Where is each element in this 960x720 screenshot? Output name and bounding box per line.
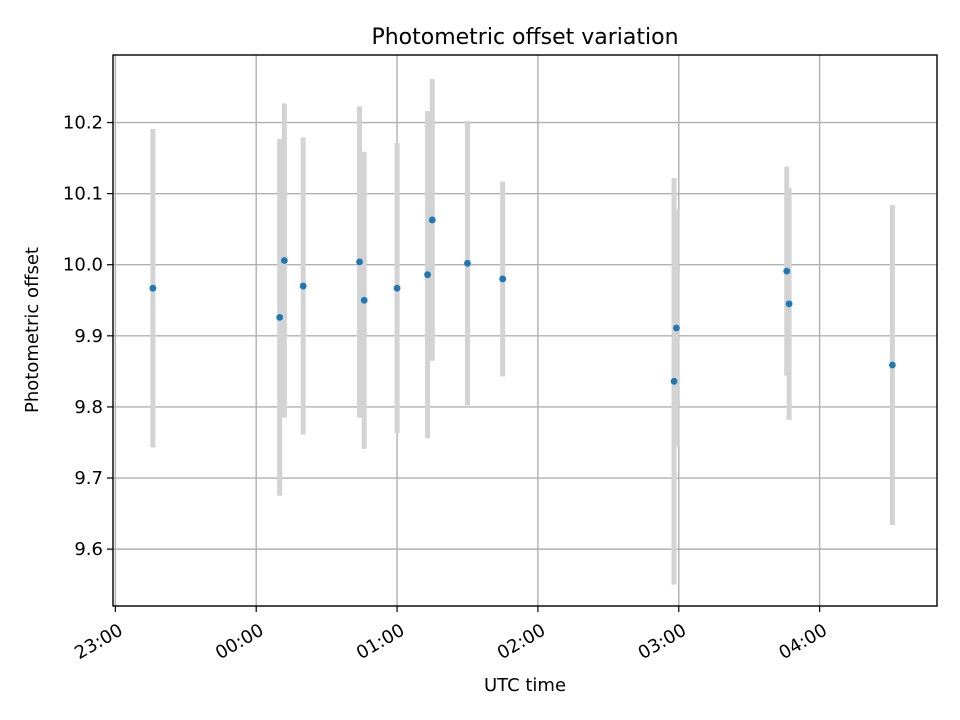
x-tick-label: 02:00 xyxy=(494,620,549,664)
y-tick-label: 10.2 xyxy=(63,113,103,134)
grid-layer xyxy=(113,55,937,606)
x-tick-label: 01:00 xyxy=(353,620,408,664)
x-axis-label: UTC time xyxy=(484,675,566,696)
data-point xyxy=(276,313,284,321)
data-point xyxy=(424,271,431,279)
errorbar-layer xyxy=(150,79,895,585)
data-point xyxy=(356,258,363,266)
plot-frame xyxy=(112,54,938,607)
x-tick-label: 04:00 xyxy=(775,620,830,664)
data-point xyxy=(393,284,401,292)
data-point xyxy=(673,324,680,332)
data-point xyxy=(464,259,471,267)
data-point xyxy=(783,267,791,275)
point-layer xyxy=(149,216,896,385)
data-point xyxy=(428,216,436,224)
tick-layer: 23:00 00:00 01:00 02:00 03:00 04:00 9.6 9.7 9.8 9… xyxy=(63,113,831,664)
x-tick-label: 23:00 xyxy=(71,620,126,664)
data-point xyxy=(280,257,288,264)
y-tick-label: 9.6 xyxy=(74,539,103,560)
data-point xyxy=(360,296,368,304)
data-point xyxy=(299,282,307,290)
y-tick-label: 9.8 xyxy=(74,397,103,418)
chart-title: Photometric offset variation xyxy=(371,25,678,50)
data-point xyxy=(499,275,507,283)
y-tick-label: 10.0 xyxy=(63,255,103,276)
y-tick-label: 9.7 xyxy=(74,468,103,489)
data-point xyxy=(670,377,678,385)
data-point xyxy=(149,284,157,292)
data-point xyxy=(888,361,896,369)
y-tick-label: 10.1 xyxy=(63,184,103,205)
y-tick-label: 9.9 xyxy=(74,326,103,347)
x-tick-label: 03:00 xyxy=(635,620,690,664)
y-axis-label: Photometric offset xyxy=(22,247,43,413)
x-tick-label: 00:00 xyxy=(212,620,267,664)
data-point xyxy=(785,300,793,308)
